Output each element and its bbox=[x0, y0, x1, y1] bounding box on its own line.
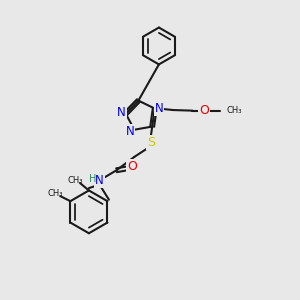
Text: CH₃: CH₃ bbox=[68, 176, 83, 184]
Text: CH₃: CH₃ bbox=[47, 189, 63, 198]
Text: CH₃: CH₃ bbox=[227, 106, 242, 115]
Text: N: N bbox=[126, 125, 134, 138]
Text: N: N bbox=[154, 102, 163, 115]
Text: N: N bbox=[95, 174, 104, 187]
Text: H: H bbox=[89, 174, 96, 184]
Text: O: O bbox=[127, 160, 137, 173]
Text: N: N bbox=[117, 106, 126, 119]
Text: O: O bbox=[199, 104, 209, 117]
Text: S: S bbox=[147, 136, 155, 148]
